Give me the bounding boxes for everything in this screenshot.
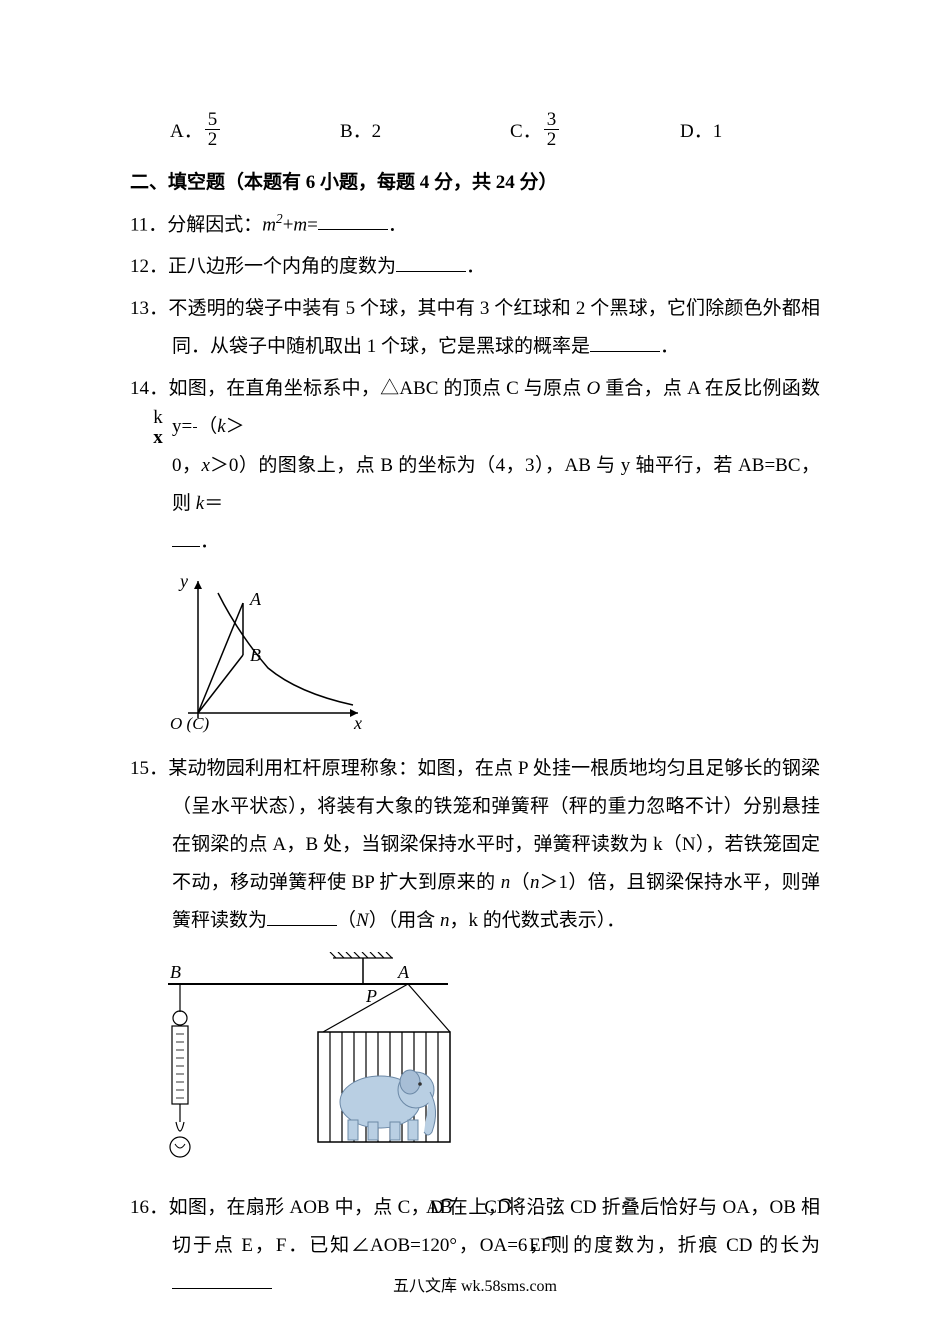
question-11: 11．分解因式：m2+m=． bbox=[130, 206, 820, 244]
options-row: A． 5 2 B．2 C． 3 2 D．1 bbox=[170, 110, 820, 149]
q13-line: 13．不透明的袋子中装有 5 个球，其中有 3 个红球和 2 个黑球，它们除颜色… bbox=[130, 298, 820, 357]
q13-blank bbox=[590, 332, 660, 352]
q14-p1a: 14．如图，在直角坐标系中，△ABC 的顶点 C 与原点 bbox=[130, 378, 586, 399]
question-15: 15．某动物园利用杠杆原理称象：如图，在点 P 处挂一根质地均匀且足够长的钢梁（… bbox=[130, 750, 820, 940]
option-c-frac: 3 2 bbox=[544, 110, 560, 149]
q14-a-label: A bbox=[249, 589, 262, 609]
q11-m2: m bbox=[293, 214, 307, 235]
q11-m1: m bbox=[262, 214, 276, 235]
q15-b-label: B bbox=[170, 962, 181, 982]
q11-plus: + bbox=[283, 214, 294, 235]
q14-k1: k bbox=[217, 416, 225, 437]
q14-b-label: B bbox=[250, 645, 261, 665]
q12-suffix: ． bbox=[466, 256, 485, 277]
q14-p1c: （ bbox=[198, 416, 217, 437]
diagram-q15: B A P bbox=[158, 952, 820, 1177]
q13-suffix: ． bbox=[660, 336, 679, 357]
q14-y-label: y bbox=[178, 573, 188, 591]
q14-blank bbox=[172, 527, 200, 547]
q15-p1e: ）（用含 bbox=[369, 910, 440, 931]
q14-k2: k bbox=[196, 493, 204, 514]
q12-prefix: 12．正八边形一个内角的度数为 bbox=[130, 256, 396, 277]
option-b-label: B．2 bbox=[340, 116, 381, 143]
option-b: B．2 bbox=[340, 110, 510, 149]
option-d: D．1 bbox=[680, 110, 800, 149]
q14-x-label: x bbox=[353, 713, 362, 733]
q11-blank bbox=[318, 210, 388, 230]
option-c-label: C． bbox=[510, 116, 542, 143]
q11-suffix: ． bbox=[388, 214, 407, 235]
q16-p1: 16．如图，在扇形 AOB 中，点 C，D 在 bbox=[130, 1197, 468, 1218]
q14-x: x bbox=[201, 455, 209, 476]
option-a-label: A． bbox=[170, 116, 203, 143]
option-c: C． 3 2 bbox=[510, 110, 680, 149]
question-12: 12．正八边形一个内角的度数为 ． bbox=[130, 248, 820, 286]
q15-n1: n bbox=[501, 872, 511, 893]
q14-oc-label: O (C) bbox=[170, 714, 210, 733]
q14-frac: kx bbox=[193, 408, 197, 447]
question-14: 14．如图，在直角坐标系中，△ABC 的顶点 C 与原点 O 重合，点 A 在反… bbox=[130, 370, 820, 561]
q16-p4: 的度数为，折痕 CD 的长为 bbox=[571, 1235, 820, 1256]
q14-svg: y x A B O (C) bbox=[158, 573, 368, 733]
question-13: 13．不透明的袋子中装有 5 个球，其中有 3 个红球和 2 个黑球，它们除颜色… bbox=[130, 290, 820, 366]
footer: 五八文库 wk.58sms.com bbox=[0, 1272, 950, 1296]
q15-p1b: （ bbox=[510, 872, 530, 893]
q15-N: N bbox=[356, 910, 369, 931]
q14-p3: ． bbox=[200, 531, 219, 552]
section-title: 二、填空题（本题有 6 小题，每题 4 分，共 24 分） bbox=[130, 167, 820, 194]
q15-blank bbox=[267, 906, 337, 926]
q14-p2a: 0， bbox=[172, 455, 201, 476]
q15-p1d: （ bbox=[337, 910, 356, 931]
q14-p2b: ＞0）的图象上，点 B 的坐标为（4，3），AB 与 y 轴平行，若 AB=BC… bbox=[172, 455, 820, 514]
q15-svg: B A P bbox=[158, 952, 458, 1172]
q15-a-label: A bbox=[397, 962, 410, 982]
q11-prefix: 11．分解因式： bbox=[130, 214, 262, 235]
q14-p2c: ＝ bbox=[204, 493, 223, 514]
option-d-label: D．1 bbox=[680, 116, 722, 143]
q14-o: O bbox=[586, 378, 600, 399]
diagram-q14: y x A B O (C) bbox=[158, 573, 820, 738]
q12-blank bbox=[396, 252, 466, 272]
q14-p1d: ＞ bbox=[226, 416, 245, 437]
q15-p1f: ，k 的代数式表示）． bbox=[449, 910, 625, 931]
option-a: A． 5 2 bbox=[170, 110, 340, 149]
q11-eq: = bbox=[307, 214, 318, 235]
option-a-frac: 5 2 bbox=[205, 110, 221, 149]
